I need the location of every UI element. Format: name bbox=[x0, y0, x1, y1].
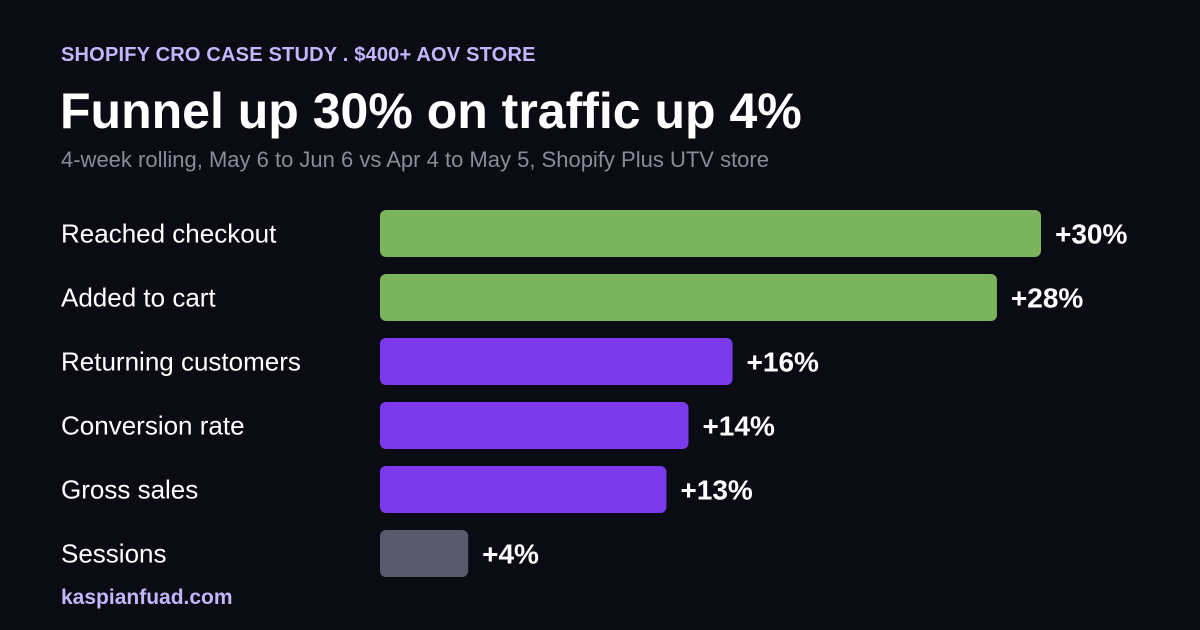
value-label: +30% bbox=[1055, 219, 1127, 250]
chart-title: Funnel up 30% on traffic up 4% bbox=[60, 83, 802, 139]
category-label: Returning customers bbox=[61, 347, 301, 377]
footer-site-link[interactable]: kaspianfuad.com bbox=[61, 586, 233, 609]
bar bbox=[380, 338, 733, 385]
value-label: +28% bbox=[1011, 283, 1083, 314]
value-label: +14% bbox=[702, 411, 774, 442]
category-label: Reached checkout bbox=[61, 219, 277, 249]
category-label: Conversion rate bbox=[61, 411, 245, 441]
value-label: +16% bbox=[747, 347, 819, 378]
bar bbox=[380, 402, 689, 449]
bar bbox=[380, 530, 469, 577]
value-label: +4% bbox=[482, 539, 539, 570]
value-label: +13% bbox=[680, 475, 752, 506]
eyebrow-label: SHOPIFY CRO CASE STUDY . $400+ AOV STORE bbox=[61, 44, 536, 66]
bar bbox=[380, 210, 1041, 257]
bar bbox=[380, 466, 667, 513]
chart-subtitle: 4-week rolling, May 6 to Jun 6 vs Apr 4 … bbox=[61, 147, 769, 172]
category-label: Sessions bbox=[61, 539, 167, 569]
bar bbox=[380, 274, 997, 321]
category-label: Added to cart bbox=[61, 283, 216, 313]
category-label: Gross sales bbox=[61, 475, 198, 505]
